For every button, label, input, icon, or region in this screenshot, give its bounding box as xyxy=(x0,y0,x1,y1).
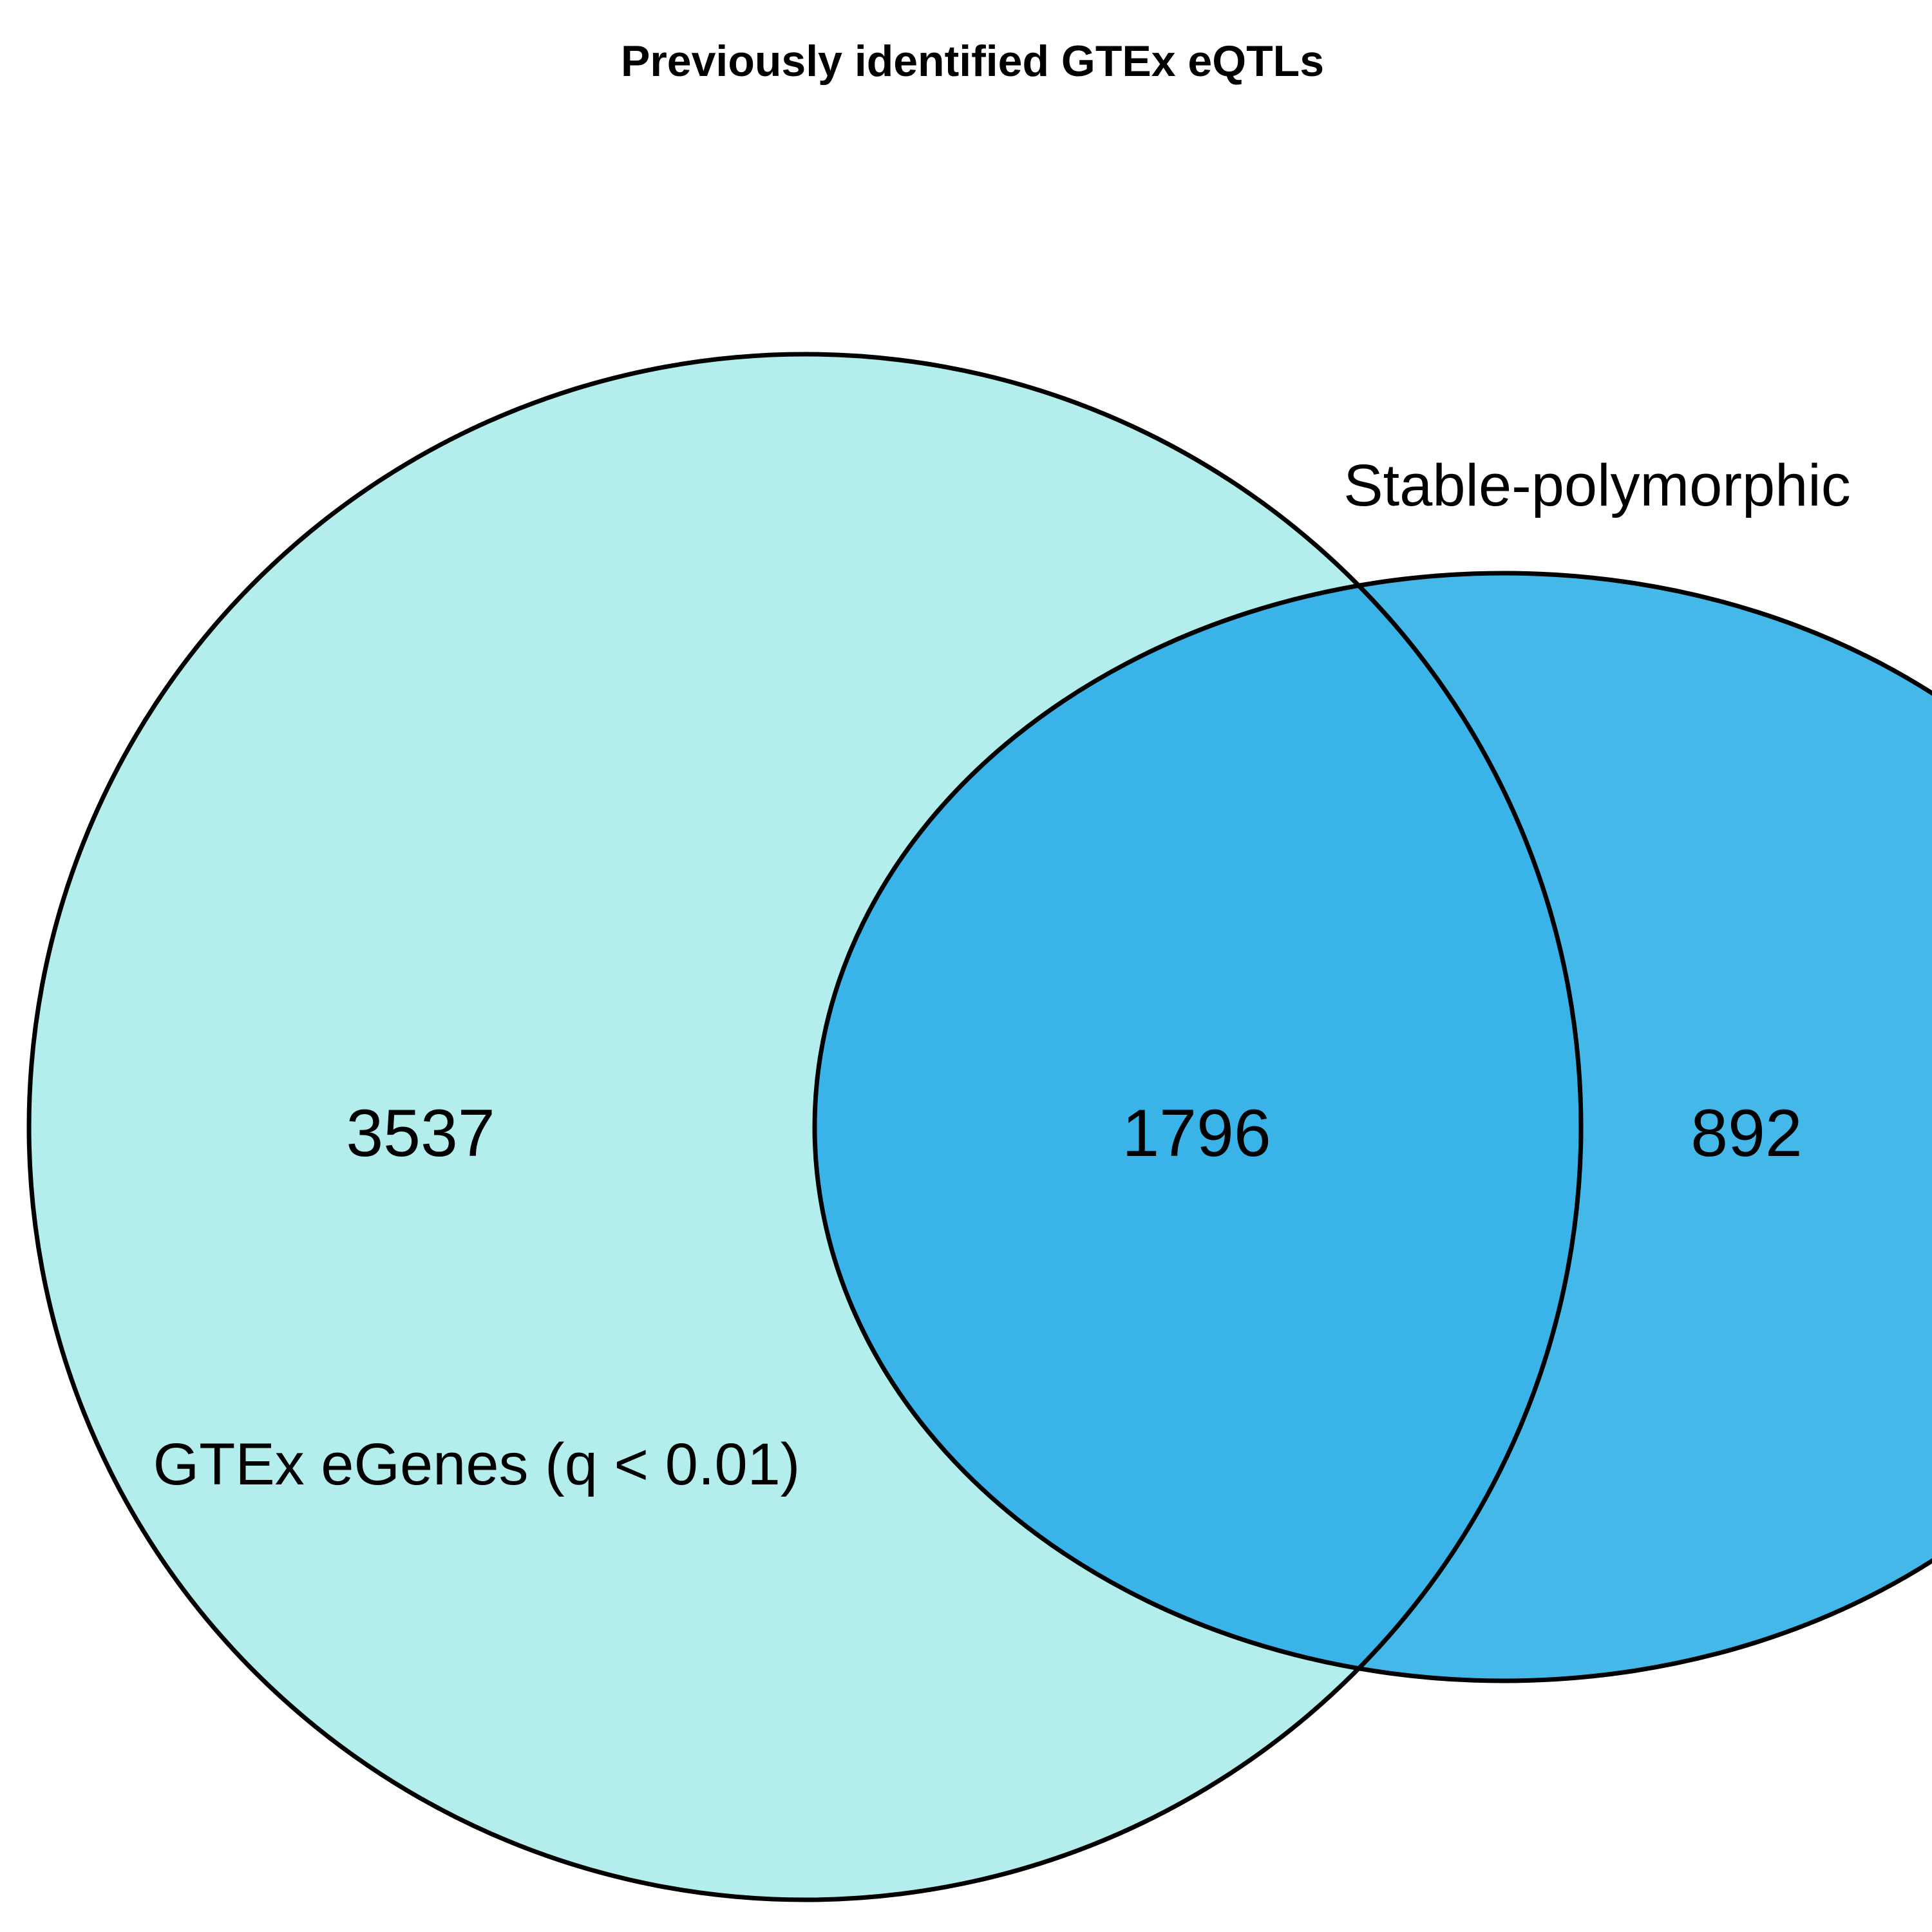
set-b-outline xyxy=(812,571,1932,1683)
set-b-label: Stable-polymorphic xyxy=(1343,453,1850,518)
set-a-label: GTEx eGenes (q < 0.01) xyxy=(153,1432,800,1497)
diagram-title: Previously identified GTEx eQTLs xyxy=(621,37,1324,86)
count-intersection: 1796 xyxy=(1122,1096,1271,1171)
count-only-b: 892 xyxy=(1690,1096,1803,1171)
set-a-outline xyxy=(26,352,1584,1902)
count-only-a: 3537 xyxy=(346,1096,495,1171)
intersection-region xyxy=(815,573,1581,1681)
